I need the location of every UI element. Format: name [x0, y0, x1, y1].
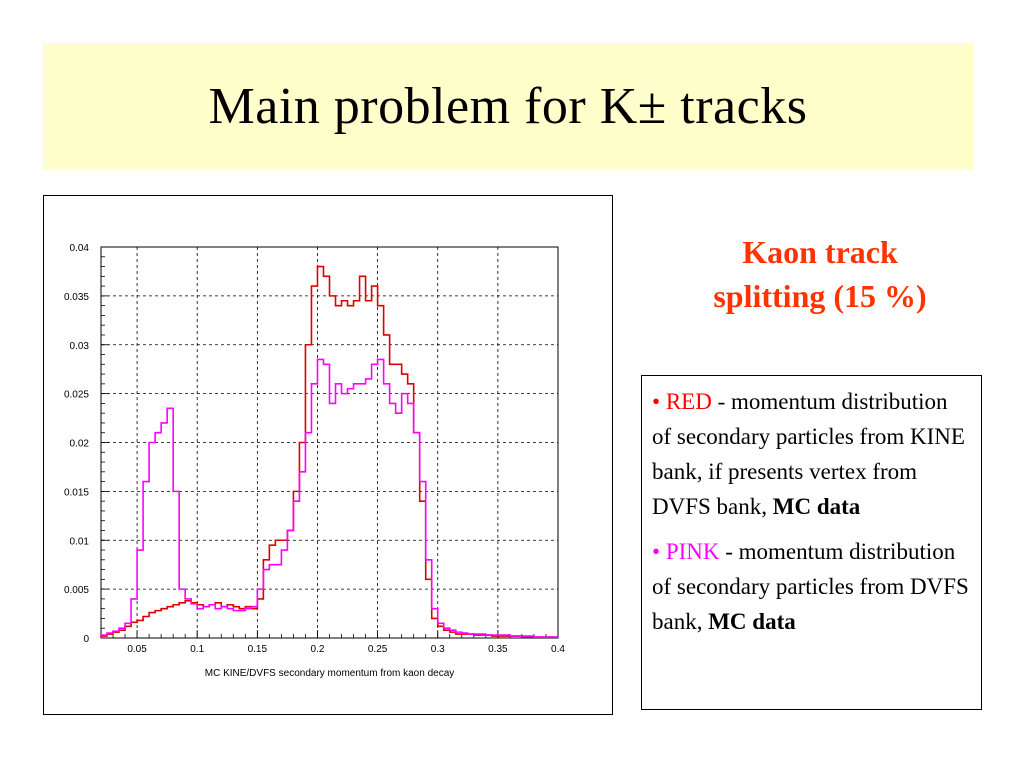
series-line-red: [100, 265, 558, 638]
y-tick-label: 0.01: [70, 536, 90, 547]
y-tick-label: 0.025: [64, 390, 89, 401]
subtitle-line-2: splitting (15 %): [713, 278, 927, 314]
x-tick-label: 0.05: [127, 644, 147, 655]
y-tick-label: 0.005: [64, 585, 89, 596]
legend-red-bold: MC data: [772, 494, 861, 519]
legend-pink-text: - momentum distribution of secondary par…: [652, 539, 969, 634]
legend-bullet-red: •: [652, 389, 661, 414]
title-bar: Main problem for K± tracks: [43, 43, 973, 170]
y-tick-label: 0.02: [70, 439, 90, 450]
x-tick-label: 0.15: [248, 644, 268, 655]
y-tick-label: 0: [83, 634, 89, 645]
subtitle-line-1: Kaon track: [742, 234, 898, 270]
x-tick-label: 0.2: [311, 644, 325, 655]
x-tick-label: 0.25: [368, 644, 388, 655]
legend-bullet-pink: •: [652, 539, 661, 564]
plot-frame: 0.05 0.1 0.15 0.2 0.25 0.3 0.35 0.4 0 0.005 0.01 0.…: [43, 195, 613, 715]
x-tick-label: 0.4: [551, 644, 565, 655]
legend-pink-label: PINK: [665, 539, 720, 564]
legend-box: • RED - momentum distribution of seconda…: [641, 375, 982, 710]
slide-title: Main problem for K± tracks: [208, 78, 808, 135]
x-tick-label: 0.35: [488, 644, 508, 655]
y-tick-label: 0.015: [64, 487, 89, 498]
series-line-pink: [100, 358, 558, 638]
legend-red-label: RED: [665, 389, 712, 414]
subtitle: Kaon track splitting (15 %): [640, 230, 1000, 318]
legend-pink-bold: MC data: [708, 609, 796, 634]
legend-red-text: - momentum distribution of secondary par…: [652, 389, 965, 519]
y-tick-label: 0.035: [64, 292, 89, 303]
y-tick-label: 0.04: [70, 243, 90, 254]
x-axis-title: MC KINE/DVFS secondary momentum from kao…: [205, 668, 455, 679]
x-tick-label: 0.1: [190, 644, 204, 655]
legend-item-pink: • PINK - momentum distribution of second…: [652, 534, 971, 639]
histogram-chart: 0.05 0.1 0.15 0.2 0.25 0.3 0.35 0.4 0 0.005 0.01 0.…: [64, 243, 565, 679]
y-tick-label: 0.03: [70, 341, 90, 352]
x-tick-label: 0.3: [431, 644, 445, 655]
legend-item-red: • RED - momentum distribution of seconda…: [652, 384, 971, 524]
